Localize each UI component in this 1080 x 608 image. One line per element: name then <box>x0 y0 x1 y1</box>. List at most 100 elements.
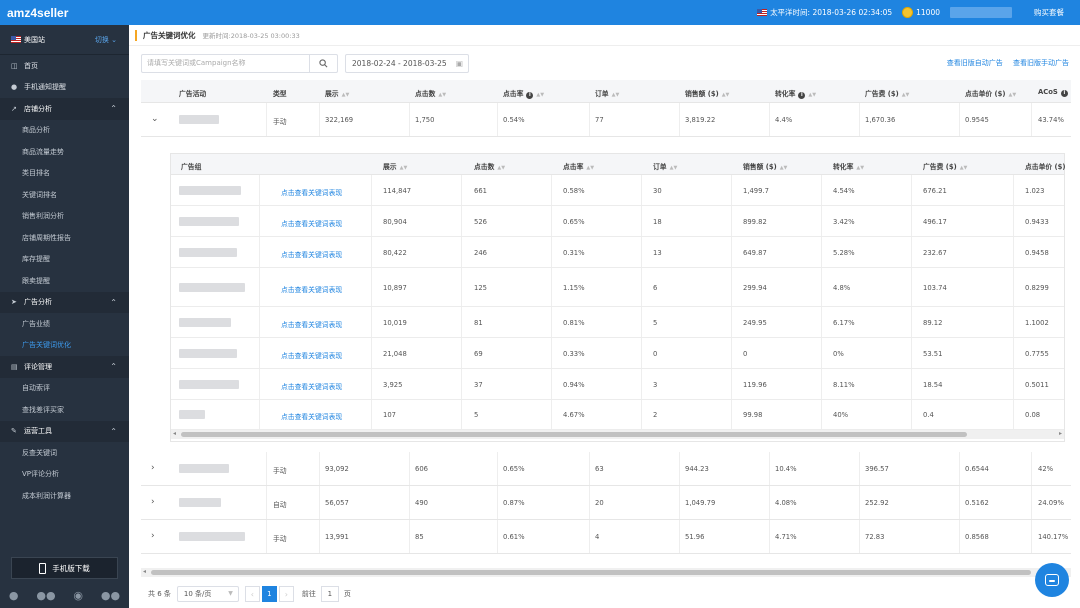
mobile-download-button[interactable]: 手机版下载 <box>11 557 118 579</box>
column-header[interactable]: 转化率 i ▲▼ <box>775 90 817 99</box>
search-box[interactable]: 请填写关键词或Campaign名称 <box>141 54 338 73</box>
sidebar-item-19[interactable]: VP评论分析 <box>0 464 129 486</box>
ad-group-name-redacted[interactable] <box>179 216 239 226</box>
sort-icon[interactable]: ▲▼ <box>586 165 595 171</box>
ad-group-row[interactable]: 点击查看关键词表现 80,422 246 0.31% 13 649.87 5.28% 232.… <box>171 237 1064 268</box>
sort-icon[interactable]: ▲▼ <box>536 92 545 98</box>
scroll-right-icon[interactable]: ▸ <box>1058 430 1062 437</box>
sidebar-item-2[interactable]: ↗ 店铺分析 ⌃ <box>0 98 129 120</box>
view-keywords-link[interactable]: 点击查看关键词表现 <box>281 219 343 228</box>
sidebar-item-18[interactable]: 反查关键词 <box>0 442 129 464</box>
chat-support-button[interactable] <box>1035 563 1069 597</box>
ad-group-row[interactable]: 点击查看关键词表现 10,019 81 0.81% 5 249.95 6.17% 89.12 1… <box>171 307 1064 338</box>
column-header[interactable]: 销售额 ($) ▲▼ <box>685 90 730 98</box>
campaign-name-redacted[interactable] <box>179 115 219 124</box>
view-keywords-link[interactable]: 点击查看关键词表现 <box>281 351 343 360</box>
prev-page-button[interactable]: ‹ <box>244 586 260 602</box>
sort-icon[interactable]: ▲▼ <box>399 165 408 171</box>
column-header[interactable]: 点击数 ▲▼ <box>415 90 447 98</box>
column-header[interactable]: ACoS i <box>1038 88 1068 97</box>
main-horizontal-scrollbar[interactable]: ◂ <box>141 568 1071 577</box>
column-header[interactable]: 订单 ▲▼ <box>595 90 620 98</box>
chevron-right-icon[interactable]: › <box>151 531 155 541</box>
scroll-left-icon[interactable]: ◂ <box>143 568 147 575</box>
goto-page-input[interactable]: 1 <box>320 586 339 602</box>
sort-icon[interactable]: ▲▼ <box>959 165 968 171</box>
sort-icon[interactable]: ▲▼ <box>808 92 817 98</box>
column-header[interactable]: 点击单价 ($) <box>1025 163 1066 171</box>
group-icon[interactable]: ●● <box>100 589 121 602</box>
chevron-right-icon[interactable]: › <box>151 463 155 473</box>
view-keywords-link[interactable]: 点击查看关键词表现 <box>281 188 343 197</box>
chevron-right-icon[interactable]: › <box>151 497 155 507</box>
sidebar-item-9[interactable]: 库存提醒 <box>0 249 129 271</box>
view-keywords-link[interactable]: 点击查看关键词表现 <box>281 413 343 421</box>
sidebar-item-15[interactable]: 自动索评 <box>0 378 129 400</box>
app-logo[interactable]: amz4seller <box>7 6 69 20</box>
sidebar-item-4[interactable]: 商品流量走势 <box>0 141 129 163</box>
wechat-icon[interactable]: ◉ <box>73 589 84 602</box>
ad-group-row[interactable]: 点击查看关键词表现 114,847 661 0.58% 30 1,499.7 4.54% 67… <box>171 175 1064 206</box>
ad-group-row[interactable]: 点击查看关键词表现 10,897 125 1.15% 6 299.94 4.8% 103.74… <box>171 268 1064 307</box>
column-header[interactable]: 点击单价 ($) ▲▼ <box>965 90 1017 98</box>
column-header[interactable]: 广告费 ($) ▲▼ <box>865 90 910 98</box>
sidebar-item-13[interactable]: 广告关键词优化 <box>0 335 129 357</box>
search-input[interactable]: 请填写关键词或Campaign名称 <box>147 59 246 67</box>
table-row[interactable]: › 手动 13,991 85 0.61% 4 51.96 4.71% 72.83 0.8568 14… <box>141 520 1071 554</box>
sort-icon[interactable]: ▲▼ <box>341 92 350 98</box>
column-header[interactable]: 点击数 ▲▼ <box>474 163 506 171</box>
sort-icon[interactable]: ▲▼ <box>721 92 730 98</box>
sidebar-item-14[interactable]: ▤ 评论管理 ⌃ <box>0 356 129 378</box>
ad-group-name-redacted[interactable] <box>179 348 237 358</box>
date-range-picker[interactable]: 2018-02-24 - 2018-03-25 ▣ <box>345 54 469 73</box>
sidebar-item-7[interactable]: 销售利润分析 <box>0 206 129 228</box>
sidebar-item-0[interactable]: ◫ 首页 <box>0 55 129 77</box>
sidebar-item-12[interactable]: 广告业绩 <box>0 313 129 335</box>
sidebar-item-11[interactable]: ➤ 广告分析 ⌃ <box>0 291 129 313</box>
view-keywords-link[interactable]: 点击查看关键词表现 <box>281 250 343 259</box>
sort-icon[interactable]: ▲▼ <box>438 92 447 98</box>
column-header[interactable]: 展示 ▲▼ <box>383 163 408 171</box>
column-header[interactable]: 点击率 i ▲▼ <box>503 90 545 99</box>
column-header[interactable]: 订单 ▲▼ <box>653 163 678 171</box>
ad-group-row[interactable]: 点击查看关键词表现 3,925 37 0.94% 3 119.96 8.11% 18.54 0.… <box>171 369 1064 400</box>
sidebar-item-20[interactable]: 成本利润计算器 <box>0 485 129 507</box>
ad-group-name-redacted[interactable] <box>179 410 205 419</box>
scroll-left-icon[interactable]: ◂ <box>173 430 177 437</box>
sort-icon[interactable]: ▲▼ <box>497 165 506 171</box>
view-keywords-link[interactable]: 点击查看关键词表现 <box>281 382 343 391</box>
column-header[interactable]: 广告费 ($) ▲▼ <box>923 163 968 171</box>
column-header[interactable]: 销售额 ($) ▲▼ <box>743 163 788 171</box>
page-size-select[interactable]: 10 条/页 ▼ <box>176 586 239 602</box>
ad-group-name-redacted[interactable] <box>179 317 231 327</box>
sort-icon[interactable]: ▲▼ <box>901 92 910 98</box>
ad-group-name-redacted[interactable] <box>179 379 239 389</box>
sidebar-item-3[interactable]: 商品分析 <box>0 120 129 142</box>
table-row[interactable]: › 手动 93,092 606 0.65% 63 944.23 10.4% 396.57 0.65… <box>141 452 1071 486</box>
inner-horizontal-scrollbar[interactable]: ◂ ▸ <box>171 430 1064 439</box>
sort-icon[interactable]: ▲▼ <box>669 165 678 171</box>
ad-group-row[interactable]: 点击查看关键词表现 80,904 526 0.65% 18 899.82 3.42% 496.… <box>171 206 1064 237</box>
view-keywords-link[interactable]: 点击查看关键词表现 <box>281 320 343 329</box>
ad-group-name-redacted[interactable] <box>179 247 237 257</box>
ad-group-name-redacted[interactable] <box>179 282 245 292</box>
view-keywords-link[interactable]: 点击查看关键词表现 <box>281 285 343 294</box>
user-account[interactable] <box>950 7 1012 18</box>
column-header[interactable]: 点击率 ▲▼ <box>563 163 595 171</box>
column-header[interactable]: 展示 ▲▼ <box>325 90 350 98</box>
sidebar-item-5[interactable]: 类目排名 <box>0 163 129 185</box>
users-icon[interactable]: ●● <box>36 589 56 602</box>
current-page[interactable]: 1 <box>261 586 277 602</box>
info-icon[interactable]: i <box>1060 90 1068 97</box>
user-icon[interactable]: ● <box>8 589 19 602</box>
site-selector[interactable]: 美国站 切换 ⌄ <box>0 25 129 55</box>
sort-icon[interactable]: ▲▼ <box>1008 92 1017 98</box>
switch-site-button[interactable]: 切换 ⌄ <box>94 35 117 44</box>
sidebar-item-16[interactable]: 查找差评买家 <box>0 399 129 421</box>
old-auto-ads-link[interactable]: 查看旧版自动广告 <box>946 59 1003 67</box>
campaign-name-redacted[interactable] <box>179 498 221 507</box>
sort-icon[interactable]: ▲▼ <box>779 165 788 171</box>
ad-group-row[interactable]: 点击查看关键词表现 21,048 69 0.33% 0 0 0% 53.51 0.7755 <box>171 338 1064 369</box>
info-icon[interactable]: i <box>526 92 534 99</box>
sort-icon[interactable]: ▲▼ <box>856 165 865 171</box>
